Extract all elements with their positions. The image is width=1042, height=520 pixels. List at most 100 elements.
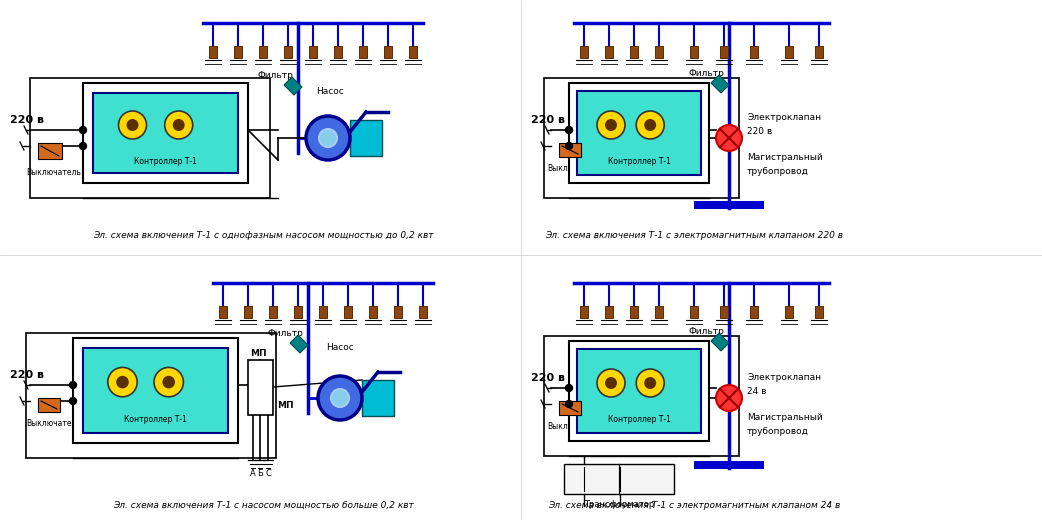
Circle shape: [318, 376, 362, 420]
Text: 24 в  0,5А: 24 в 0,5А: [630, 478, 662, 483]
Bar: [83, 83, 248, 183]
Bar: [359, 46, 367, 58]
Bar: [694, 201, 764, 209]
Text: А: А: [250, 469, 256, 477]
Bar: [30, 78, 270, 198]
Polygon shape: [284, 77, 302, 95]
Bar: [384, 46, 392, 58]
Bar: [605, 46, 613, 58]
Bar: [419, 306, 427, 318]
Text: Контроллер Т-1: Контроллер Т-1: [607, 157, 670, 165]
Text: 220 в: 220 в: [747, 126, 772, 136]
Circle shape: [637, 111, 664, 139]
Bar: [26, 333, 276, 458]
Text: Фильтр: Фильтр: [688, 69, 724, 77]
Circle shape: [597, 369, 625, 397]
Text: Эл. схема включения Т-1 с электромагнитным клапаном 220 в: Эл. схема включения Т-1 с электромагнитн…: [545, 231, 843, 240]
Bar: [219, 306, 227, 318]
Bar: [369, 306, 377, 318]
Circle shape: [165, 111, 193, 139]
Text: Фильтр: Фильтр: [267, 329, 303, 337]
Circle shape: [163, 376, 175, 388]
Polygon shape: [711, 333, 729, 351]
Bar: [544, 336, 739, 456]
Text: Магистральный: Магистральный: [747, 413, 823, 422]
Bar: [580, 306, 588, 318]
Bar: [785, 46, 793, 58]
Bar: [244, 306, 252, 318]
Text: Контроллер Т-1: Контроллер Т-1: [124, 415, 187, 424]
Text: Фильтр: Фильтр: [257, 71, 293, 80]
Circle shape: [173, 119, 184, 131]
Text: Насос: Насос: [316, 86, 344, 96]
Bar: [605, 306, 613, 318]
Circle shape: [597, 111, 625, 139]
Text: С: С: [265, 469, 271, 477]
Bar: [580, 46, 588, 58]
Bar: [248, 360, 273, 415]
Bar: [334, 46, 342, 58]
Circle shape: [79, 142, 86, 150]
Bar: [569, 341, 709, 441]
Text: Магистральный: Магистральный: [747, 153, 823, 162]
Circle shape: [331, 389, 349, 407]
Bar: [694, 461, 764, 469]
Bar: [362, 380, 394, 416]
Bar: [209, 46, 217, 58]
Circle shape: [644, 119, 656, 131]
Bar: [269, 306, 277, 318]
Text: Выключатель: Выключатель: [547, 164, 602, 173]
Bar: [630, 306, 638, 318]
Circle shape: [716, 385, 742, 411]
Bar: [559, 143, 581, 157]
Polygon shape: [290, 335, 308, 353]
Text: 220 в: 220 в: [581, 478, 601, 484]
Text: 220 в: 220 в: [531, 373, 565, 383]
Text: I: I: [590, 470, 592, 479]
Text: Выключатель: Выключатель: [26, 419, 81, 428]
Bar: [569, 83, 709, 183]
Text: II: II: [644, 470, 648, 479]
Circle shape: [644, 377, 656, 389]
Bar: [93, 93, 239, 173]
Text: 24 в: 24 в: [747, 386, 767, 396]
Bar: [655, 46, 663, 58]
Text: МП: МП: [250, 348, 267, 358]
Text: Контроллер Т-1: Контроллер Т-1: [607, 414, 670, 423]
Bar: [319, 306, 327, 318]
Bar: [630, 46, 638, 58]
Bar: [410, 46, 417, 58]
Circle shape: [605, 119, 617, 131]
Bar: [720, 306, 728, 318]
Circle shape: [117, 376, 129, 388]
Text: Электроклапан: Электроклапан: [747, 113, 821, 123]
Bar: [259, 46, 267, 58]
Text: трубопровод: трубопровод: [747, 426, 809, 436]
Bar: [564, 464, 674, 494]
Bar: [234, 46, 242, 58]
Bar: [815, 306, 823, 318]
Circle shape: [637, 369, 664, 397]
Text: 220 в: 220 в: [531, 115, 565, 125]
Circle shape: [79, 126, 86, 134]
Bar: [559, 401, 581, 415]
Text: Фильтр: Фильтр: [688, 327, 724, 335]
Bar: [720, 46, 728, 58]
Circle shape: [126, 119, 139, 131]
Bar: [38, 398, 60, 412]
Text: Эл. схема включения Т-1 с однофазным насосом мощностью до 0,2 квт: Эл. схема включения Т-1 с однофазным нас…: [93, 231, 433, 240]
Circle shape: [566, 384, 572, 392]
Bar: [394, 306, 402, 318]
Bar: [690, 46, 698, 58]
Bar: [785, 306, 793, 318]
Text: Контроллер Т-1: Контроллер Т-1: [134, 157, 197, 165]
Circle shape: [566, 126, 572, 134]
Bar: [38, 143, 63, 159]
Text: Эл. схема включения Т-1 с электромагнитным клапаном 24 в: Эл. схема включения Т-1 с электромагнитн…: [548, 501, 840, 510]
Bar: [750, 306, 758, 318]
Circle shape: [306, 116, 350, 160]
Circle shape: [319, 129, 337, 147]
Text: Насос: Насос: [326, 344, 353, 353]
Bar: [544, 78, 739, 198]
Text: Трансформатор: Трансформатор: [584, 500, 654, 509]
